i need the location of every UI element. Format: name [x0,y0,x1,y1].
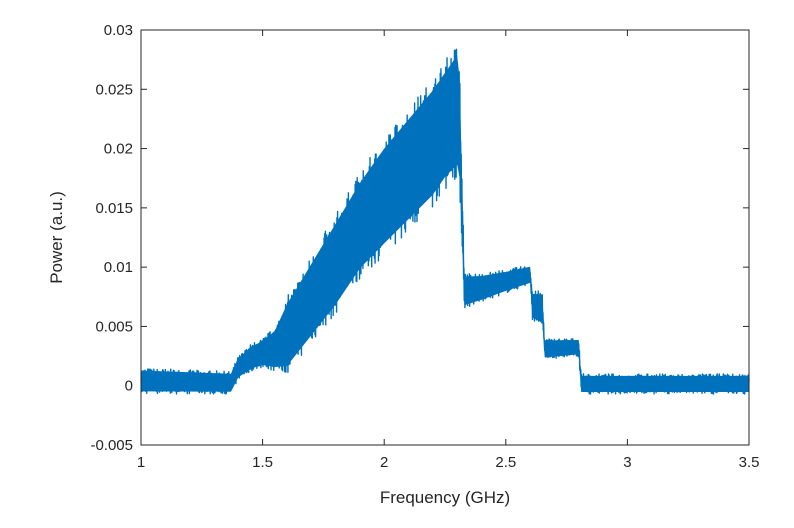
y-tick-label: 0 [125,378,133,395]
y-tick-label: 0.02 [104,141,133,158]
y-tick-label: 0.03 [104,22,133,39]
series-layer [140,48,750,395]
series-envelope [141,55,749,393]
x-tick-label: 1 [137,454,145,471]
x-tick-label: 2.5 [495,454,516,471]
y-tick-label: 0.025 [95,81,133,98]
y-tick-label: 0.005 [95,318,133,335]
y-tick-label: 0.015 [95,200,133,217]
x-tick-labels: 1 1.5 2 2.5 3 3.5 [137,454,760,471]
x-tick-label: 3 [623,454,631,471]
x-axis-title: Frequency (GHz) [380,488,510,507]
x-tick-label: 2 [380,454,388,471]
y-axis-title: Power (a.u.) [47,191,66,284]
y-tick-label: 0.01 [104,259,133,276]
x-tick-label: 1.5 [252,454,273,471]
x-tick-label: 3.5 [739,454,760,471]
y-tick-label: -0.005 [90,437,133,454]
y-tick-labels: -0.005 0 0.005 0.01 0.015 0.02 0.025 0.03 [90,22,133,454]
plot-frame [140,29,750,446]
